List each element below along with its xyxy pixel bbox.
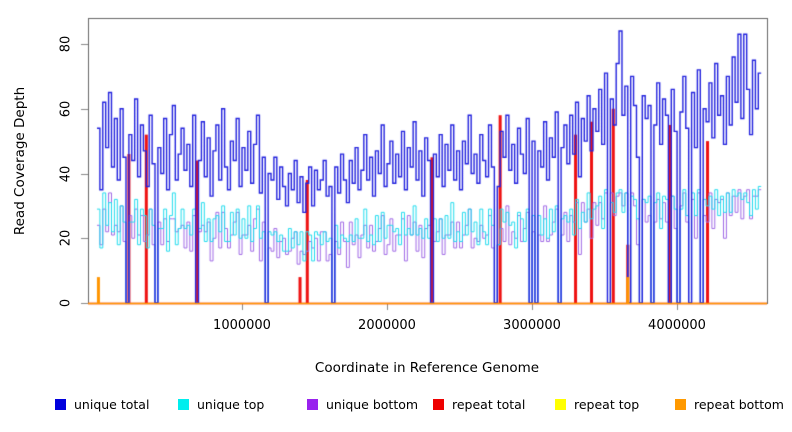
legend-swatch-unique-bottom — [307, 399, 318, 410]
legend-item-repeat-top: repeat top — [555, 397, 639, 412]
legend-item-unique-bottom: unique bottom — [307, 397, 418, 412]
x-tick-label: 3000000 — [503, 318, 561, 333]
y-tick-label: 20 — [58, 229, 74, 247]
x-tick-label: 1000000 — [213, 318, 271, 333]
legend-item-repeat-total: repeat total — [433, 397, 525, 412]
y-tick-label: 40 — [58, 165, 74, 183]
legend-item-unique-top: unique top — [178, 397, 264, 412]
y-tick-label: 80 — [58, 35, 74, 53]
legend-label-unique-top: unique top — [197, 397, 265, 412]
legend-label-repeat-bottom: repeat bottom — [694, 397, 784, 412]
legend-swatch-repeat-top — [555, 399, 566, 410]
legend-label-repeat-top: repeat top — [574, 397, 640, 412]
x-tick-label: 2000000 — [358, 318, 416, 333]
legend-label-unique-total: unique total — [74, 397, 150, 412]
legend-label-repeat-total: repeat total — [452, 397, 526, 412]
y-tick-label: 0 — [58, 298, 74, 308]
legend-swatch-unique-total — [55, 399, 66, 410]
legend-swatch-unique-top — [178, 399, 189, 410]
legend-swatch-repeat-bottom — [675, 399, 686, 410]
plot-canvas — [0, 0, 792, 390]
legend-item-unique-total: unique total — [55, 397, 149, 412]
y-tick-label: 60 — [58, 100, 74, 118]
x-axis-label: Coordinate in Reference Genome — [314, 360, 540, 376]
legend-label-unique-bottom: unique bottom — [326, 397, 419, 412]
legend-swatch-repeat-total — [433, 399, 444, 410]
y-axis-label: Read Coverage Depth — [12, 86, 28, 236]
legend-item-repeat-bottom: repeat bottom — [675, 397, 784, 412]
x-tick-label: 4000000 — [648, 318, 706, 333]
